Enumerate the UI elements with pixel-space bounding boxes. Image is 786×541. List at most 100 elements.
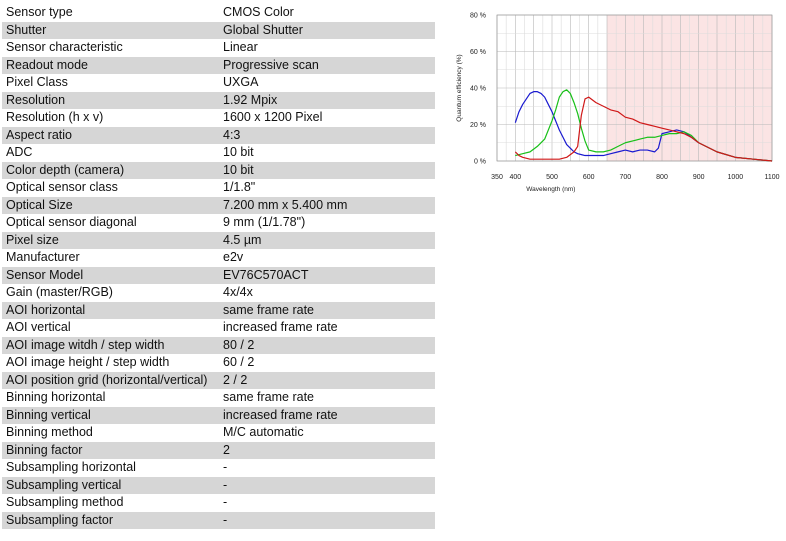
chart-svg: 0 % 20 % 40 % 60 % 80 % 350 400 500 600 700 800 900… (456, 13, 780, 194)
spec-row: Pixel Class UXGA (2, 74, 435, 92)
y-tick-label: 0 % (474, 159, 486, 166)
spec-row: Pixel size 4.5 µm (2, 231, 435, 249)
spec-value: 4x/4x (219, 284, 435, 302)
spec-value: Progressive scan (219, 56, 435, 74)
spec-row: Aspect ratio 4:3 (2, 126, 435, 144)
spec-label: Resolution (2, 91, 219, 109)
spec-value: 10 bit (219, 144, 435, 162)
spec-row: Resolution (h x v) 1600 x 1200 Pixel (2, 109, 435, 127)
x-tick-label: 400 (509, 174, 521, 181)
spec-value: 80 / 2 (219, 336, 435, 354)
spec-label: ADC (2, 144, 219, 162)
spec-value: 60 / 2 (219, 354, 435, 372)
spec-row: Gain (master/RGB) 4x/4x (2, 284, 435, 302)
spec-label: Aspect ratio (2, 126, 219, 144)
spec-row: Binning method M/C automatic (2, 424, 435, 442)
spec-row: Subsampling factor - (2, 511, 435, 529)
x-tick-label: 600 (583, 174, 595, 181)
spec-value: 4:3 (219, 126, 435, 144)
plot-frame (496, 14, 773, 162)
spec-row: Subsampling vertical - (2, 476, 435, 494)
y-tick-label: 20 % (470, 122, 486, 129)
spec-value: e2v (219, 249, 435, 267)
x-tick-label: 350 (491, 174, 503, 181)
spec-label: Color depth (camera) (2, 161, 219, 179)
quantum-efficiency-chart: 0 % 20 % 40 % 60 % 80 % 350 400 500 600 700 800 900… (445, 4, 786, 204)
spec-row: Subsampling method - (2, 494, 435, 512)
spec-value: 1/1.8" (219, 179, 435, 197)
spec-label: Gain (master/RGB) (2, 284, 219, 302)
spec-label: AOI position grid (horizontal/vertical) (2, 371, 219, 389)
spec-value: UXGA (219, 74, 435, 92)
spec-label: Binning vertical (2, 406, 219, 424)
spec-label: Resolution (h x v) (2, 109, 219, 127)
spec-value: - (219, 459, 435, 477)
spec-label: Optical sensor class (2, 179, 219, 197)
spec-row: Optical sensor class 1/1.8" (2, 179, 435, 197)
spec-value: 9 mm (1/1.78") (219, 214, 435, 232)
spec-label: Manufacturer (2, 249, 219, 267)
spec-label: Binning method (2, 424, 219, 442)
x-tick-label: 1100 (764, 174, 779, 181)
spec-row: AOI image height / step width 60 / 2 (2, 354, 435, 372)
spec-row: Optical Size 7.200 mm x 5.400 mm (2, 196, 435, 214)
spec-label: Subsampling horizontal (2, 459, 219, 477)
spec-table: Sensor type CMOS Color Shutter Global Shutt… (2, 4, 435, 529)
spec-value: EV76C570ACT (219, 266, 435, 284)
spec-row: AOI vertical increased frame rate (2, 319, 435, 337)
spec-value: Global Shutter (219, 21, 435, 39)
spec-row: Subsampling horizontal - (2, 459, 435, 477)
spec-row: Manufacturer e2v (2, 249, 435, 267)
spec-label: AOI horizontal (2, 301, 219, 319)
spec-row: Shutter Global Shutter (2, 21, 435, 39)
spec-label: Sensor Model (2, 266, 219, 284)
spec-row: Sensor characteristic Linear (2, 39, 435, 57)
spec-row: Sensor Model EV76C570ACT (2, 266, 435, 284)
spec-value: - (219, 511, 435, 529)
x-tick-label: 800 (656, 174, 668, 181)
spec-value: 1.92 Mpix (219, 91, 435, 109)
y-tick-label: 40 % (470, 86, 486, 93)
spec-row: Color depth (camera) 10 bit (2, 161, 435, 179)
spec-value: same frame rate (219, 389, 435, 407)
spec-label: Pixel size (2, 231, 219, 249)
spec-row: Binning factor 2 (2, 441, 435, 459)
spec-label: Shutter (2, 21, 219, 39)
spec-label: Sensor type (2, 4, 219, 22)
spec-value: increased frame rate (219, 406, 435, 424)
spec-label: AOI image height / step width (2, 354, 219, 372)
x-tick-label: 1000 (728, 174, 744, 181)
spec-table-body: Sensor type CMOS Color Shutter Global Shutt… (2, 4, 435, 529)
spec-row: Optical sensor diagonal 9 mm (1/1.78") (2, 214, 435, 232)
spec-label: Binning horizontal (2, 389, 219, 407)
y-tick-label: 60 % (470, 49, 486, 56)
spec-row: Readout mode Progressive scan (2, 56, 435, 74)
spec-label: Readout mode (2, 56, 219, 74)
spec-value: same frame rate (219, 301, 435, 319)
spec-row: Binning horizontal same frame rate (2, 389, 435, 407)
spec-label: Sensor characteristic (2, 39, 219, 57)
spec-label: Binning factor (2, 441, 219, 459)
spec-value: 4.5 µm (219, 231, 435, 249)
spec-value: 2 (219, 441, 435, 459)
x-tick-label: 900 (693, 174, 705, 181)
spec-label: Subsampling method (2, 494, 219, 512)
y-axis-label: Quantum efficiency (%) (456, 54, 463, 121)
spec-row: AOI position grid (horizontal/vertical) 2… (2, 371, 435, 389)
spec-row: Binning vertical increased frame rate (2, 406, 435, 424)
spec-label: Optical Size (2, 196, 219, 214)
spec-row: AOI horizontal same frame rate (2, 301, 435, 319)
spec-row: ADC 10 bit (2, 144, 435, 162)
x-tick-label: 500 (546, 174, 558, 181)
spec-row: AOI image witdh / step width 80 / 2 (2, 336, 435, 354)
y-tick-label: 80 % (470, 13, 486, 20)
spec-value: - (219, 494, 435, 512)
spec-label: Pixel Class (2, 74, 219, 92)
spec-label: Subsampling vertical (2, 476, 219, 494)
spec-value: increased frame rate (219, 319, 435, 337)
spec-label: Optical sensor diagonal (2, 214, 219, 232)
spec-label: AOI image witdh / step width (2, 336, 219, 354)
spec-value: 1600 x 1200 Pixel (219, 109, 435, 127)
spec-row: Sensor type CMOS Color (2, 4, 435, 22)
x-axis-label: Wavelength (nm) (526, 186, 575, 193)
